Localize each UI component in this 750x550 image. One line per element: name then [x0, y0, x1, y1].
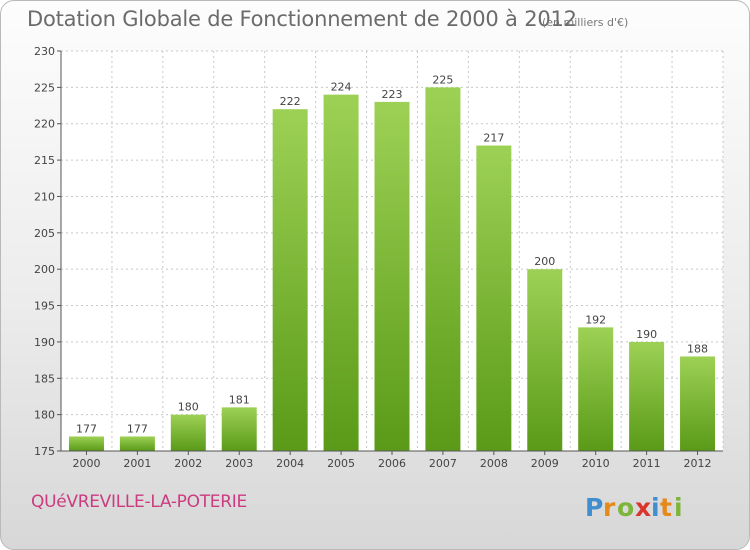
x-tick-label: 2008 — [480, 457, 508, 470]
bar-value-label: 200 — [534, 255, 555, 268]
svg-text:i: i — [651, 493, 660, 522]
bar-value-label: 222 — [280, 95, 301, 108]
svg-text:P: P — [585, 493, 603, 522]
chart-title: Dotation Globale de Fonctionnement de 20… — [27, 7, 577, 31]
bar-value-label: 217 — [483, 132, 504, 145]
svg-text:x: x — [635, 493, 651, 522]
bar — [170, 414, 206, 451]
y-tick-label: 185 — [34, 372, 55, 385]
y-tick-label: 175 — [34, 445, 55, 458]
y-tick-label: 195 — [34, 300, 55, 313]
x-tick-label: 2001 — [123, 457, 151, 470]
y-tick-label: 205 — [34, 227, 55, 240]
bar — [425, 87, 461, 451]
x-tick-label: 2000 — [72, 457, 100, 470]
x-tick-label: 2012 — [684, 457, 712, 470]
bar-value-label: 225 — [432, 73, 453, 86]
svg-text:i: i — [674, 493, 683, 522]
bar — [119, 436, 155, 451]
x-tick-label: 2007 — [429, 457, 457, 470]
bar — [221, 407, 257, 451]
x-tick-label: 2009 — [531, 457, 559, 470]
bar-value-label: 192 — [585, 313, 606, 326]
bar-value-label: 177 — [127, 422, 148, 435]
bar-value-label: 190 — [636, 328, 657, 341]
chart-unit-label: (en milliers d'€) — [542, 16, 629, 29]
x-tick-label: 2003 — [225, 457, 253, 470]
y-tick-label: 215 — [34, 154, 55, 167]
x-tick-label: 2011 — [633, 457, 661, 470]
x-tick-label: 2004 — [276, 457, 304, 470]
bar — [68, 436, 104, 451]
svg-text:r: r — [603, 493, 616, 522]
bar — [323, 94, 359, 452]
y-tick-label: 180 — [34, 409, 55, 422]
bar-value-label: 224 — [331, 81, 352, 94]
bar — [374, 101, 410, 451]
x-tick-label: 2010 — [582, 457, 610, 470]
svg-text:t: t — [660, 493, 672, 522]
bar-value-label: 223 — [382, 88, 403, 101]
bar — [476, 145, 512, 451]
bar — [527, 269, 563, 451]
x-tick-label: 2002 — [174, 457, 202, 470]
bar — [629, 341, 665, 451]
y-tick-label: 220 — [34, 118, 55, 131]
svg-text:o: o — [617, 493, 634, 522]
bar — [680, 356, 716, 451]
bar-value-label: 188 — [687, 342, 708, 355]
y-tick-label: 210 — [34, 190, 55, 203]
bars: 177 177 180 181 222 224 223 225 217 200 192 190 188 — [68, 73, 716, 452]
bar-value-label: 180 — [178, 401, 199, 414]
bar-value-label: 177 — [76, 422, 97, 435]
y-tick-label: 200 — [34, 263, 55, 276]
y-tick-label: 225 — [34, 81, 55, 94]
x-tick-label: 2005 — [327, 457, 355, 470]
axes: 175 180 185 190 195 200 205 210 215 220 225 230 2000… — [34, 45, 723, 470]
proxiti-logo: P r o x i t i — [585, 493, 683, 522]
bar-value-label: 181 — [229, 393, 250, 406]
bar — [578, 327, 614, 451]
y-tick-label: 190 — [34, 336, 55, 349]
x-tick-label: 2006 — [378, 457, 406, 470]
bar — [272, 109, 308, 451]
commune-name: QUéVREVILLE-LA-POTERIE — [31, 492, 247, 512]
y-tick-label: 230 — [34, 45, 55, 58]
